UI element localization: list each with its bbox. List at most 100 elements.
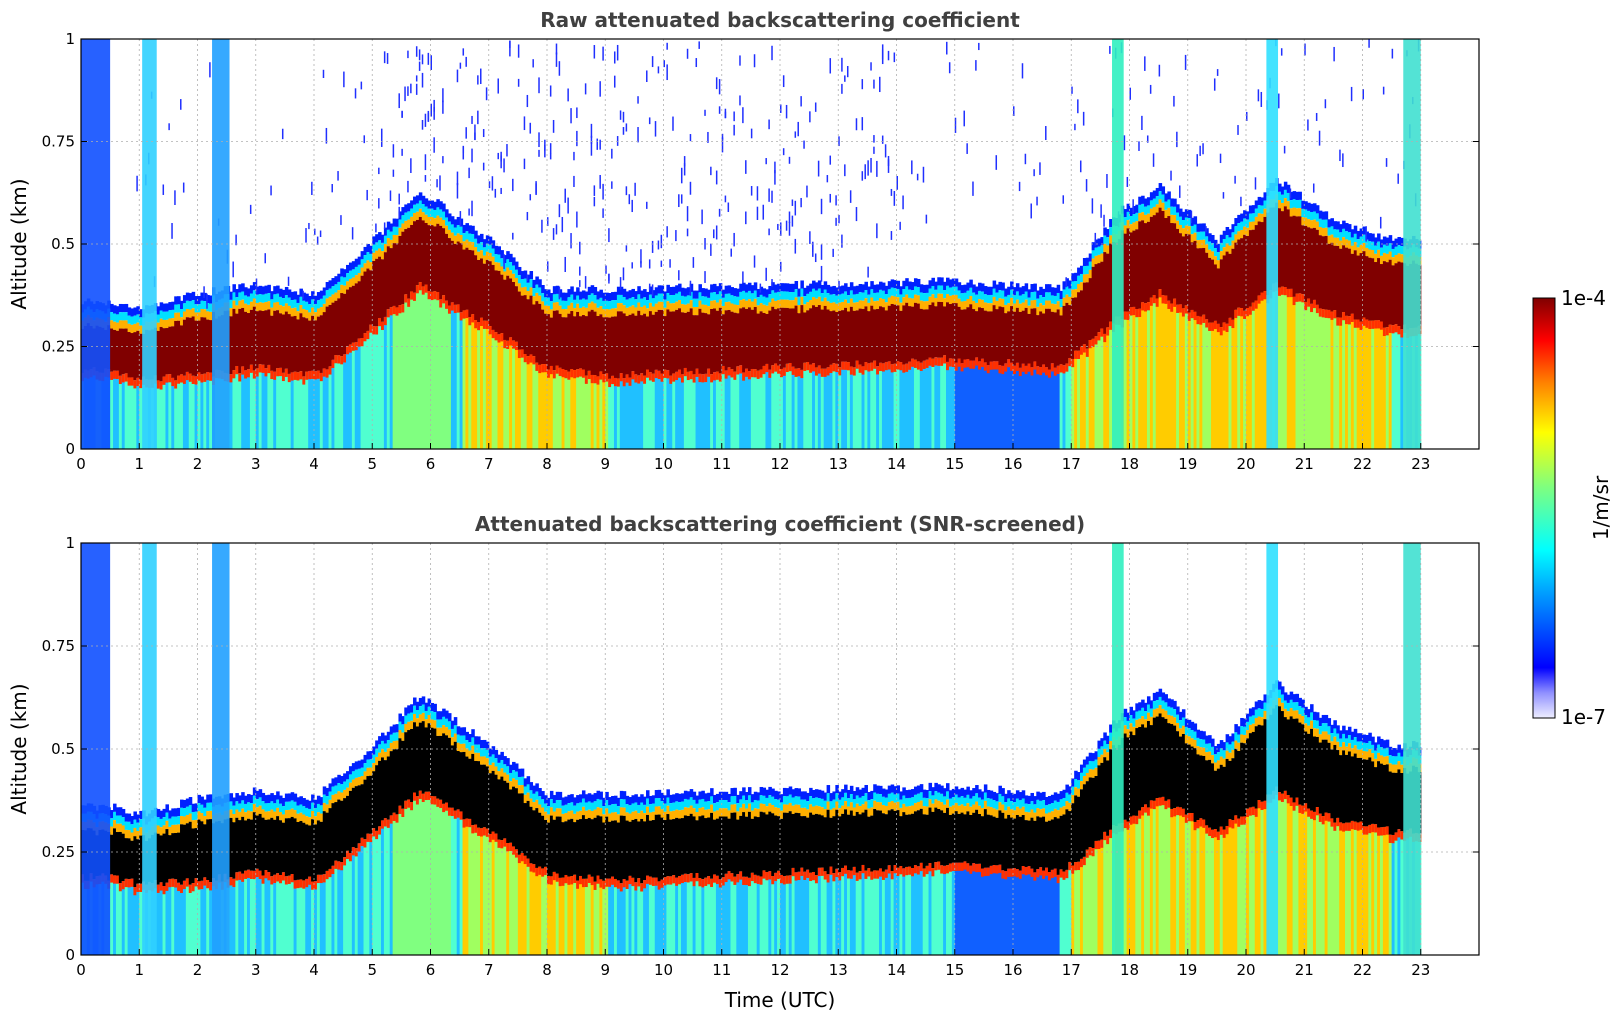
column-layer-core [182,824,187,881]
noise-speck [730,248,732,257]
column-layer-edge [1106,245,1110,254]
column-layer-core [512,786,516,847]
column-layer-edge [267,293,271,302]
column-layer-edge [1307,210,1311,220]
column-layer-edge [1053,367,1058,376]
column-layer-edge [328,868,333,878]
column-layer-edge [276,873,280,882]
column-layer-edge [413,713,417,723]
column-layer-edge [803,871,807,880]
column-below-layer [136,883,140,955]
column-below-layer [861,864,866,955]
column-layer-edge [812,871,816,881]
column-layer-edge [730,295,734,304]
column-below-layer [474,320,478,449]
column-layer-edge [517,275,522,284]
column-layer-edge [724,800,729,809]
column-layer-edge [305,310,309,319]
column-layer-edge [453,304,458,314]
column-layer-core [660,310,665,374]
column-layer-edge [383,316,388,326]
column-layer-edge [357,338,362,347]
column-layer-core [319,821,324,875]
column-layer-edge [794,788,799,797]
column-layer-edge [887,361,892,370]
column-below-layer [619,883,624,955]
column-below-layer [421,793,426,955]
column-layer-core [168,835,172,879]
noise-speck [549,143,552,154]
column-layer-edge [564,370,568,379]
noise-speck [826,175,829,183]
column-layer-edge [785,291,790,300]
column-layer-edge [121,808,126,818]
column-layer-edge [1315,213,1320,222]
column-layer-edge [523,778,528,787]
column-layer-edge [613,812,618,821]
column-layer-edge [517,266,522,276]
column-layer-edge [829,286,834,295]
column-layer-edge [392,234,397,244]
column-layer-edge [418,697,423,707]
column-layer-edge [372,762,376,772]
column-layer-edge [453,733,458,742]
column-layer-edge [689,873,694,882]
column-layer-core [966,307,970,360]
column-layer-edge [1333,237,1337,246]
noise-speck [838,214,840,224]
column-layer-edge [1132,206,1136,215]
column-below-layer [616,880,621,955]
column-below-layer [447,305,452,449]
column-layer-edge [1193,311,1198,321]
column-layer-edge [433,712,437,721]
column-below-layer [1129,307,1134,449]
column-layer-edge [1365,247,1369,257]
column-layer-core [695,315,700,369]
y-tick-label: 0 [65,440,75,458]
noise-speck [675,230,677,242]
column-layer-edge [797,796,801,805]
column-layer-edge [267,794,271,803]
column-below-layer [191,883,196,955]
column-below-layer [255,368,260,449]
column-layer-edge [401,223,405,232]
y-tick-label: 0.75 [42,133,75,151]
column-layer-edge [1085,257,1090,266]
column-layer-core [526,800,531,859]
column-layer-edge [599,799,603,809]
column-layer-edge [989,286,994,295]
noise-speck [538,149,540,157]
column-layer-core [375,258,379,327]
column-layer-core [640,818,644,884]
column-below-layer [1382,327,1387,449]
noise-speck [844,75,846,82]
column-layer-edge [628,805,633,814]
column-layer-edge [203,877,207,886]
column-layer-core [360,275,365,339]
column-layer-core [185,823,190,879]
column-layer-edge [325,804,330,813]
column-layer-core [136,839,140,884]
noise-speck [1033,169,1035,177]
column-layer-edge [284,793,289,802]
column-layer-core [707,314,711,369]
column-layer-edge [890,295,895,304]
column-layer-core [718,307,723,374]
column-layer-edge [966,359,970,368]
column-layer-core [724,816,729,874]
column-layer-core [756,313,761,371]
column-layer-edge [812,806,816,815]
column-layer-core [532,810,536,865]
column-layer-edge [427,714,432,724]
column-layer-edge [351,771,356,780]
column-layer-edge [433,209,437,219]
column-layer-edge [1345,231,1349,240]
column-below-layer [946,361,950,449]
column-layer-edge [232,805,236,814]
column-layer-core [1085,282,1090,349]
column-below-layer [713,372,717,449]
column-layer-edge [168,878,172,888]
column-layer-edge [491,256,496,265]
column-layer-edge [727,301,732,310]
column-layer-edge [442,295,446,304]
